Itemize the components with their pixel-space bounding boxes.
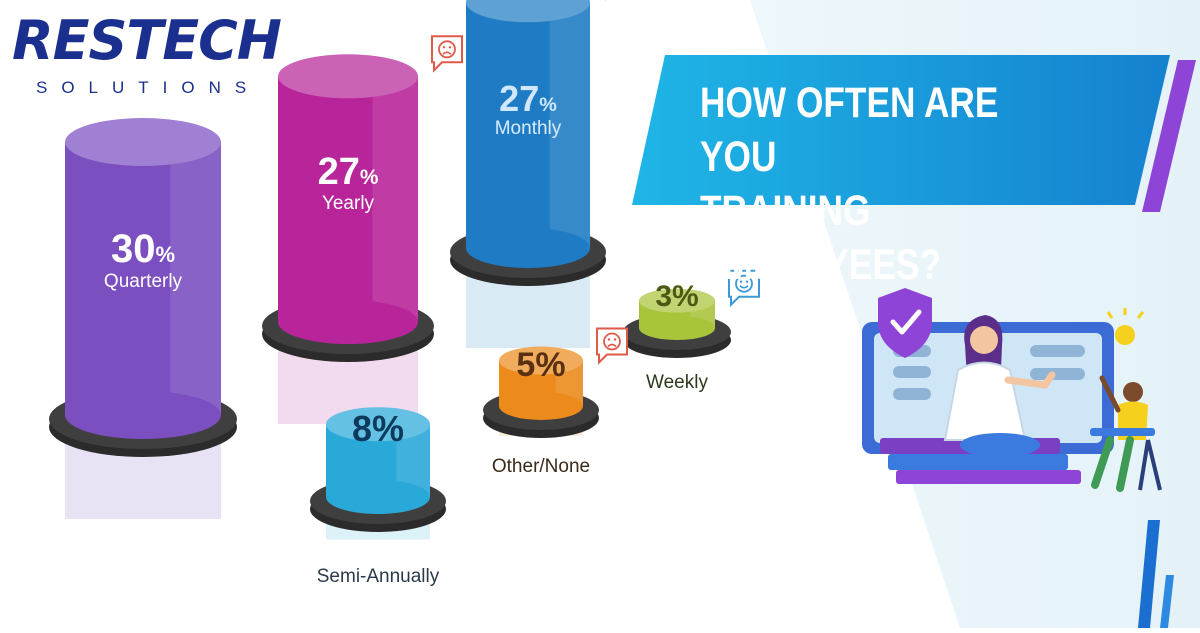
bar-semi-annually (310, 407, 446, 540)
bar-yearly (262, 54, 434, 424)
bar-bottom (499, 392, 583, 420)
student-head (1123, 382, 1143, 402)
teacher-head (970, 326, 998, 354)
bar-quarterly (49, 118, 237, 519)
category-label-semi-annually: Semi-Annually (316, 566, 440, 587)
teacher-coat (943, 361, 1027, 441)
eye (448, 46, 452, 49)
value-label-monthly: 27% (499, 78, 557, 120)
bar-bottom (278, 300, 418, 344)
bar-highlight (549, 2, 590, 248)
mouth (739, 285, 749, 289)
student-legs (1091, 436, 1134, 492)
student-chair (1138, 439, 1162, 491)
bar-highlight (372, 76, 418, 322)
bar-top (639, 288, 715, 313)
title-banner (632, 55, 1196, 212)
brand-tagline: SOLUTIONS (36, 78, 261, 97)
teacher-arm (1004, 371, 1056, 389)
bar-monthly (450, 0, 606, 348)
bar-bottom (326, 480, 430, 514)
mouth (442, 51, 452, 55)
face (603, 332, 621, 351)
bar-top (326, 407, 430, 442)
checkmark-icon (890, 309, 922, 335)
eye (613, 338, 617, 341)
bar-top (65, 118, 221, 166)
bar-top (466, 0, 590, 23)
bar-weekly (623, 288, 731, 358)
brand-logo: RESTECH SOLUTIONS (12, 10, 342, 105)
student-arm (1099, 375, 1121, 413)
brand-name: RESTECH (12, 9, 282, 72)
value-label-weekly: 3% (655, 280, 699, 313)
smiley-face-icon (728, 269, 760, 308)
bar-top (499, 346, 583, 375)
bar-other-none (483, 346, 599, 438)
bar-highlight (170, 142, 221, 415)
screen-line (1030, 368, 1085, 380)
face (735, 274, 753, 293)
mouth (607, 343, 617, 348)
value-label-semi-annually: 8% (351, 408, 405, 449)
chart-title: HOW OFTEN ARE YOU TRAINING EMPLOYEES? (700, 76, 1077, 292)
value-label-quarterly: 30% (110, 226, 176, 271)
book (888, 454, 1068, 470)
banner-stripe (1142, 60, 1196, 212)
value-label-yearly: 27% (317, 150, 379, 193)
teacher-legs (960, 433, 1040, 457)
category-label-weekly: Weekly (646, 372, 708, 393)
bar-bottom (65, 391, 221, 439)
category-label-other-none: Other/None (491, 456, 591, 477)
decor-stripe (1138, 520, 1160, 628)
eye (739, 280, 743, 283)
chart-bars (49, 0, 760, 540)
face (438, 40, 456, 59)
bar-bottom (639, 316, 715, 340)
banner-shape (632, 55, 1170, 205)
lightbulb-icon (1115, 325, 1135, 345)
screen-line (893, 366, 931, 378)
category-label-monthly: Monthly (494, 118, 562, 140)
shield-icon (878, 288, 932, 358)
sad-face-icon (431, 35, 463, 73)
student-desk (1090, 428, 1155, 436)
screen-line (893, 388, 931, 400)
screen-line (1030, 345, 1085, 357)
decor-stripe (1160, 575, 1174, 628)
eye (745, 280, 749, 283)
sad-face-icon (596, 327, 628, 365)
title-line-1: HOW OFTEN ARE YOU (700, 79, 999, 181)
bar-top (278, 54, 418, 99)
eye (442, 46, 446, 49)
category-label-quarterly: Quarterly (103, 270, 183, 292)
bar-bottom (466, 228, 590, 268)
teacher-illustration (862, 288, 1162, 492)
value-label-other-none: 5% (516, 346, 566, 384)
title-line-2: TRAINING EMPLOYEES? (700, 187, 941, 289)
book (896, 470, 1081, 484)
eye (607, 338, 611, 341)
category-label-yearly: Yearly (321, 192, 375, 214)
